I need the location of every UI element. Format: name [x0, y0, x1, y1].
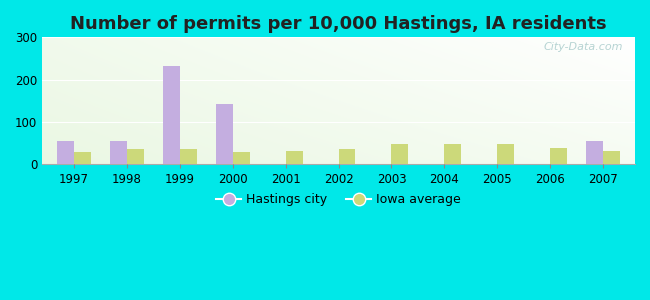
Bar	[74, 152, 91, 164]
Bar	[391, 144, 408, 164]
Bar	[162, 66, 180, 164]
Bar	[216, 104, 233, 164]
Title: Number of permits per 10,000 Hastings, IA residents: Number of permits per 10,000 Hastings, I…	[70, 15, 607, 33]
Bar	[497, 144, 514, 164]
Bar	[127, 149, 144, 164]
Bar	[233, 152, 250, 164]
Bar	[586, 141, 603, 164]
Bar	[339, 148, 356, 164]
Bar	[285, 151, 302, 164]
Bar	[603, 151, 620, 164]
Legend: Hastings city, Iowa average: Hastings city, Iowa average	[211, 188, 466, 211]
Bar	[551, 148, 567, 164]
Bar	[180, 149, 197, 164]
Bar	[110, 141, 127, 164]
Bar	[57, 141, 74, 164]
Text: City-Data.com: City-Data.com	[543, 42, 623, 52]
Bar	[445, 144, 461, 164]
